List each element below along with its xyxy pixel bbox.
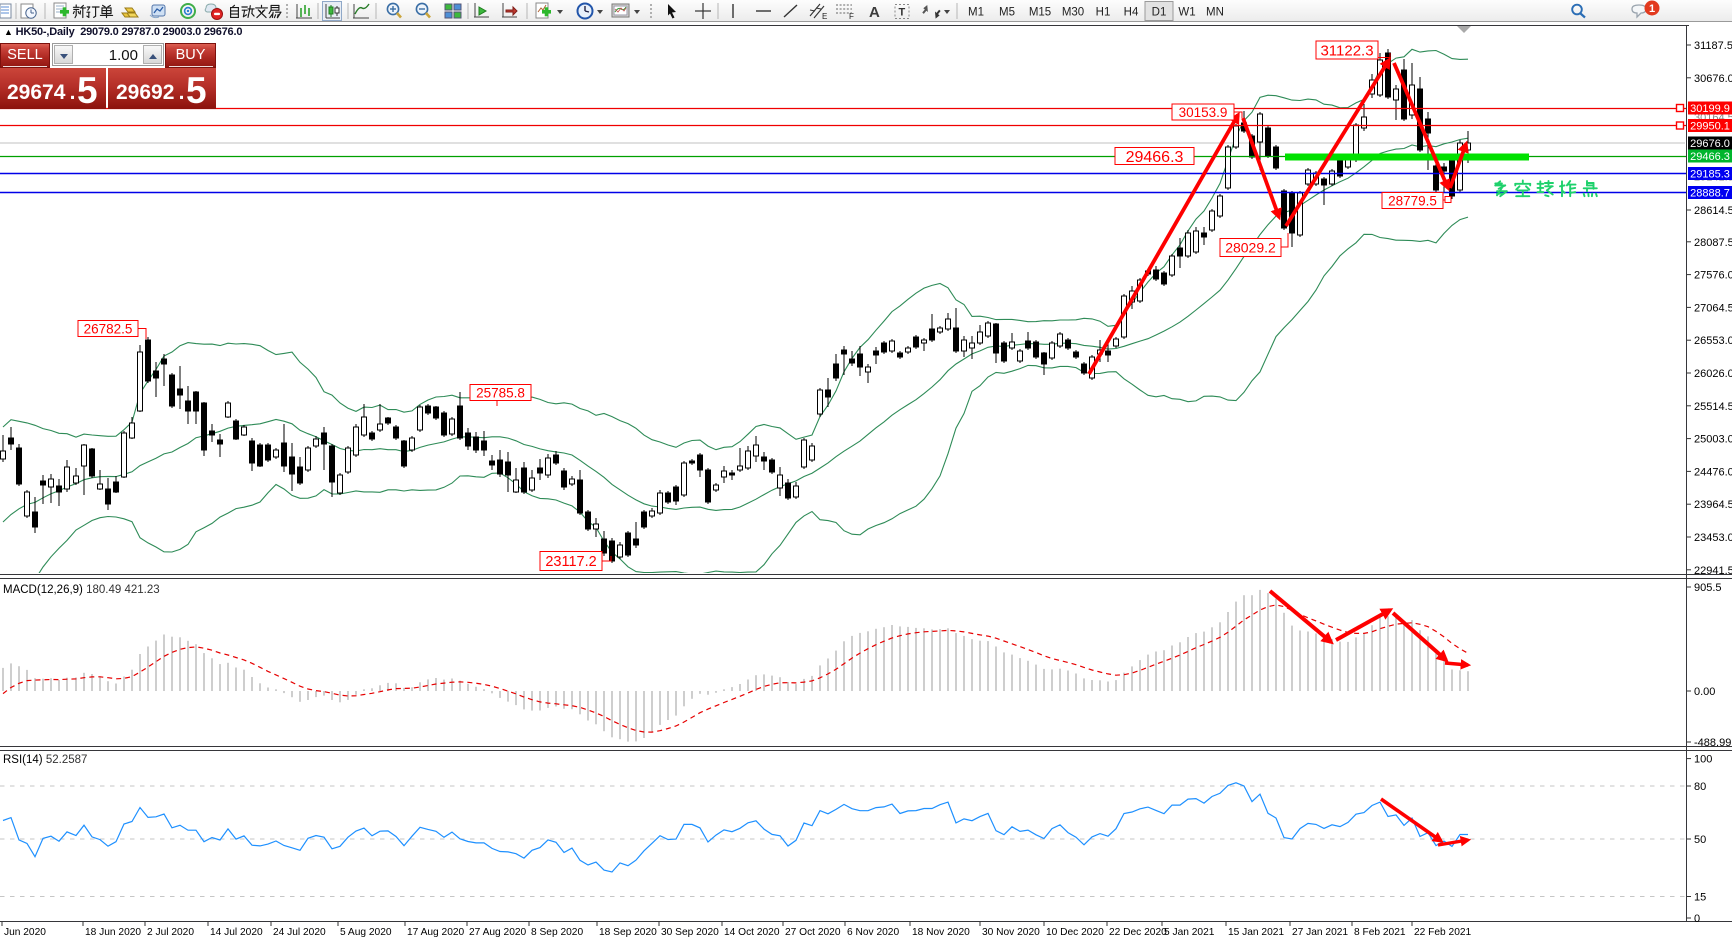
svg-text:0: 0 bbox=[1694, 913, 1700, 925]
svg-text:H4: H4 bbox=[1124, 7, 1139, 19]
svg-text:15 Jan 2021: 15 Jan 2021 bbox=[1228, 927, 1284, 938]
svg-text:30153.9: 30153.9 bbox=[1179, 105, 1228, 120]
svg-text:30 Nov 2020: 30 Nov 2020 bbox=[982, 927, 1040, 938]
svg-text:-488.99: -488.99 bbox=[1694, 737, 1731, 749]
svg-text:MACD(12,26,9) 180.49 421.23: MACD(12,26,9) 180.49 421.23 bbox=[3, 584, 160, 596]
svg-text:D1: D1 bbox=[1152, 7, 1167, 19]
svg-text:31122.3: 31122.3 bbox=[1320, 42, 1373, 59]
svg-text:23964.5: 23964.5 bbox=[1694, 499, 1732, 511]
svg-text:27 Jan 2021: 27 Jan 2021 bbox=[1292, 927, 1348, 938]
svg-text:18 Nov 2020: 18 Nov 2020 bbox=[912, 927, 970, 938]
svg-text:18 Jun 2020: 18 Jun 2020 bbox=[85, 927, 141, 938]
svg-text:29466.3: 29466.3 bbox=[1690, 151, 1730, 163]
svg-text:22941.5: 22941.5 bbox=[1694, 565, 1732, 577]
svg-text:25785.8: 25785.8 bbox=[476, 385, 525, 400]
svg-text:26782.5: 26782.5 bbox=[84, 321, 133, 336]
svg-text:F: F bbox=[849, 12, 854, 21]
svg-text:29676.0: 29676.0 bbox=[1690, 138, 1730, 150]
svg-text:1: 1 bbox=[1649, 3, 1655, 15]
svg-text:Jun 2020: Jun 2020 bbox=[4, 927, 46, 938]
svg-text:30199.9: 30199.9 bbox=[1690, 103, 1730, 115]
svg-text:T: T bbox=[899, 7, 906, 19]
svg-text:29466.3: 29466.3 bbox=[1126, 149, 1184, 166]
svg-text:28087.5: 28087.5 bbox=[1694, 237, 1732, 249]
svg-text:A: A bbox=[869, 4, 880, 21]
svg-text:27576.0: 27576.0 bbox=[1694, 270, 1732, 282]
svg-text:17 Aug 2020: 17 Aug 2020 bbox=[407, 927, 465, 938]
svg-text:14 Oct 2020: 14 Oct 2020 bbox=[724, 927, 780, 938]
svg-text:26026.0: 26026.0 bbox=[1694, 368, 1732, 380]
svg-text:M30: M30 bbox=[1062, 7, 1084, 19]
svg-text:30676.0: 30676.0 bbox=[1694, 73, 1732, 85]
svg-text:905.5: 905.5 bbox=[1694, 582, 1722, 594]
svg-text:31187.5: 31187.5 bbox=[1694, 40, 1732, 52]
svg-text:24476.0: 24476.0 bbox=[1694, 466, 1732, 478]
svg-text:E: E bbox=[822, 12, 827, 21]
svg-text:23117.2: 23117.2 bbox=[545, 554, 596, 570]
svg-text:30 Sep 2020: 30 Sep 2020 bbox=[661, 927, 719, 938]
svg-text:M15: M15 bbox=[1029, 7, 1051, 19]
svg-text:24 Jul 2020: 24 Jul 2020 bbox=[273, 927, 326, 938]
svg-text:2 Jul 2020: 2 Jul 2020 bbox=[147, 927, 194, 938]
svg-text:MN: MN bbox=[1206, 7, 1224, 19]
svg-text:22 Feb 2021: 22 Feb 2021 bbox=[1414, 927, 1472, 938]
svg-text:14 Jul 2020: 14 Jul 2020 bbox=[210, 927, 263, 938]
svg-text:28779.5: 28779.5 bbox=[1388, 193, 1437, 208]
svg-text:6 Nov 2020: 6 Nov 2020 bbox=[847, 927, 899, 938]
svg-text:18 Sep 2020: 18 Sep 2020 bbox=[599, 927, 657, 938]
svg-text:5 Aug 2020: 5 Aug 2020 bbox=[340, 927, 392, 938]
svg-text:0.00: 0.00 bbox=[1694, 686, 1715, 698]
svg-text:27064.5: 27064.5 bbox=[1694, 302, 1732, 314]
svg-text:27 Oct 2020: 27 Oct 2020 bbox=[785, 927, 841, 938]
svg-text:28614.5: 28614.5 bbox=[1694, 205, 1732, 217]
svg-text:80: 80 bbox=[1694, 781, 1706, 793]
svg-text:28029.2: 28029.2 bbox=[1225, 240, 1276, 256]
svg-text:100: 100 bbox=[1694, 754, 1712, 766]
svg-text:8 Feb 2021: 8 Feb 2021 bbox=[1354, 927, 1406, 938]
svg-text:15: 15 bbox=[1694, 892, 1706, 904]
svg-text:H1: H1 bbox=[1096, 7, 1111, 19]
svg-text:22 Dec 2020: 22 Dec 2020 bbox=[1109, 927, 1167, 938]
svg-text:25003.0: 25003.0 bbox=[1694, 434, 1732, 446]
svg-text:26553.0: 26553.0 bbox=[1694, 335, 1732, 347]
svg-text:5 Jan 2021: 5 Jan 2021 bbox=[1164, 927, 1215, 938]
svg-text:W1: W1 bbox=[1178, 7, 1195, 19]
svg-text:M1: M1 bbox=[968, 7, 984, 19]
svg-text:27 Aug 2020: 27 Aug 2020 bbox=[469, 927, 527, 938]
svg-text:28888.7: 28888.7 bbox=[1690, 188, 1730, 200]
svg-text:25514.5: 25514.5 bbox=[1694, 401, 1732, 413]
svg-text:M5: M5 bbox=[999, 7, 1015, 19]
svg-text:23453.0: 23453.0 bbox=[1694, 532, 1732, 544]
svg-text:10 Dec 2020: 10 Dec 2020 bbox=[1046, 927, 1104, 938]
svg-text:29950.1: 29950.1 bbox=[1690, 121, 1730, 133]
svg-text:29185.3: 29185.3 bbox=[1690, 169, 1730, 181]
svg-text:8 Sep 2020: 8 Sep 2020 bbox=[531, 927, 583, 938]
svg-text:RSI(14) 52.2587: RSI(14) 52.2587 bbox=[3, 754, 87, 766]
svg-text:50: 50 bbox=[1694, 834, 1706, 846]
